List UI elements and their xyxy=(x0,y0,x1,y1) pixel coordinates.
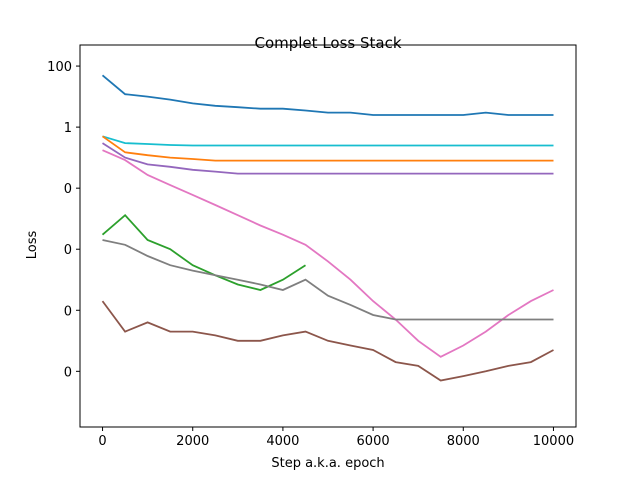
x-tick-label: 10000 xyxy=(533,434,574,449)
x-tick-label: 2000 xyxy=(176,434,209,449)
x-tick-label: 8000 xyxy=(447,434,480,449)
y-axis-label: Loss xyxy=(25,231,40,260)
x-axis-label: Step a.k.a. epoch xyxy=(271,456,384,471)
series-line xyxy=(101,74,554,116)
series-line xyxy=(102,135,554,147)
y-tick-label: 0 xyxy=(64,365,72,380)
x-tick-label: 4000 xyxy=(266,434,299,449)
series-line xyxy=(102,149,554,358)
plot-frame xyxy=(79,44,577,428)
x-tick-label: 0 xyxy=(98,434,106,449)
series-line xyxy=(102,239,554,321)
y-tick-label: 100 xyxy=(47,60,72,75)
series-line xyxy=(101,300,554,382)
chart-title: Complet Loss Stack xyxy=(254,34,401,52)
y-tick-label: 0 xyxy=(64,243,72,258)
series-line xyxy=(101,213,306,291)
series-line xyxy=(102,142,554,175)
y-tick-label: 0 xyxy=(64,304,72,319)
y-tick-label: 0 xyxy=(64,182,72,197)
y-tick-label: 1 xyxy=(64,121,72,136)
x-tick-label: 6000 xyxy=(357,434,390,449)
series-line xyxy=(101,135,554,162)
